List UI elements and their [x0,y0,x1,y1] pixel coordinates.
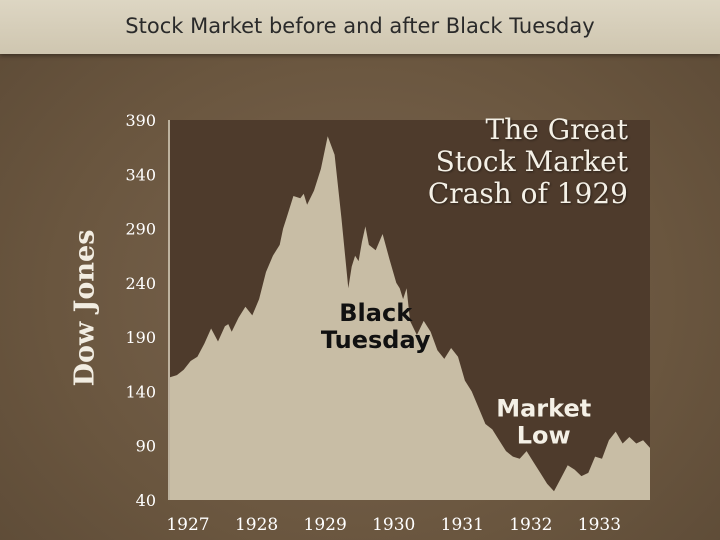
dow-area-series [170,136,650,501]
x-tick-labels: 1927 1928 1929 1930 1931 1932 1933 [166,515,621,535]
y-axis-label: Dow Jones [69,229,101,387]
x-tick-label: 1929 [304,515,347,535]
title-bar: Stock Market before and after Black Tues… [0,0,720,54]
annotation-line: Market [496,394,591,422]
slide-header: Stock Market before and after Black Tues… [125,14,595,38]
x-tick-label: 1928 [235,515,278,535]
annotation-line: Black [339,299,413,327]
x-tick-label: 1932 [509,515,552,535]
chart-annotations: Black Tuesday Market Low [321,299,591,450]
x-tick-label: 1933 [578,515,621,535]
y-tick-label: 290 [125,220,156,239]
big-title: The Great Stock Market Crash of 1929 [428,114,628,210]
big-title-line-2: Stock Market [435,145,628,178]
annotation-line: Tuesday [321,326,431,354]
y-tick-label: 240 [125,274,156,293]
x-tick-label: 1927 [166,515,209,535]
annotation-0: Black Tuesday [321,299,431,354]
big-title-line-3: Crash of 1929 [427,177,628,210]
y-tick-label: 40 [136,491,156,510]
y-tick-label: 190 [125,328,156,347]
x-tick-label: 1931 [441,515,484,535]
y-tick-label: 90 [136,437,156,456]
annotation-line: Low [517,421,571,449]
y-tick-label: 340 [125,165,156,184]
y-tick-label: 140 [125,382,156,401]
big-title-line-1: The Great [485,113,628,146]
x-tick-label: 1930 [372,515,415,535]
y-tick-label: 390 [125,111,156,130]
y-tick-labels: 390 340 290 240 190 140 90 40 [125,111,156,510]
annotation-1: Market Low [496,394,591,449]
